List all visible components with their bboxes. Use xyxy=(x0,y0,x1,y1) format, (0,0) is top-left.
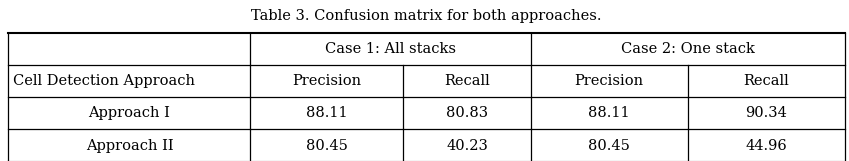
Text: 80.45: 80.45 xyxy=(588,139,630,152)
Text: Approach I: Approach I xyxy=(88,106,171,120)
Text: Approach II: Approach II xyxy=(86,139,173,152)
Text: Recall: Recall xyxy=(744,74,789,88)
Text: 88.11: 88.11 xyxy=(306,106,348,120)
Text: 44.96: 44.96 xyxy=(745,139,787,152)
Text: 80.45: 80.45 xyxy=(306,139,348,152)
Text: Table 3. Confusion matrix for both approaches.: Table 3. Confusion matrix for both appro… xyxy=(251,9,602,23)
Text: Case 2: One stack: Case 2: One stack xyxy=(621,42,755,56)
Text: Case 1: All stacks: Case 1: All stacks xyxy=(325,42,456,56)
Text: Recall: Recall xyxy=(444,74,490,88)
Text: 80.83: 80.83 xyxy=(446,106,488,120)
Text: Precision: Precision xyxy=(292,74,362,88)
Text: Cell Detection Approach: Cell Detection Approach xyxy=(13,74,194,88)
Text: Precision: Precision xyxy=(575,74,644,88)
Text: 90.34: 90.34 xyxy=(745,106,787,120)
Text: 88.11: 88.11 xyxy=(588,106,630,120)
Text: 40.23: 40.23 xyxy=(446,139,488,152)
